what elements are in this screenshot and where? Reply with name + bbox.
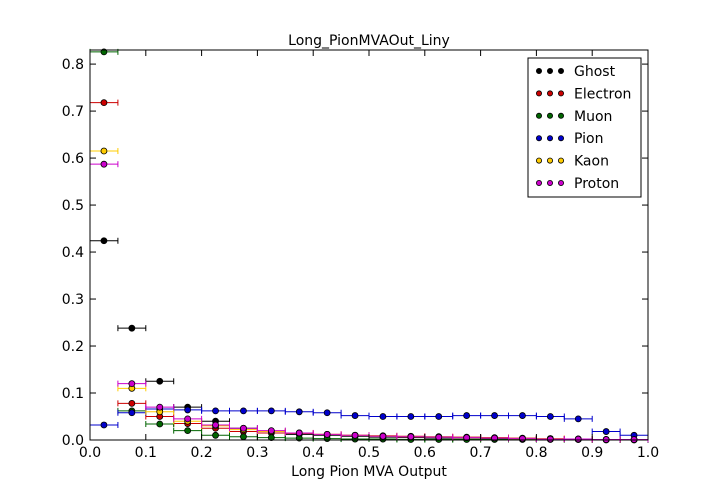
legend-marker <box>536 179 543 186</box>
data-point <box>100 160 108 168</box>
legend-marker <box>536 157 543 164</box>
x-tick-label: 0.3 <box>246 445 268 461</box>
x-tick-label: 0.9 <box>581 445 603 461</box>
legend-marker <box>536 112 543 119</box>
data-point <box>184 415 192 423</box>
data-point <box>519 412 526 419</box>
legend-box <box>527 57 642 198</box>
legend-marker <box>547 135 554 142</box>
legend-marker <box>536 68 543 75</box>
data-point <box>379 432 387 440</box>
legend-marker <box>558 157 565 164</box>
x-tick-label: 0.4 <box>302 445 324 461</box>
legend-marker <box>558 90 565 97</box>
series-pion <box>89 405 649 439</box>
legend-label: Ghost <box>574 64 616 80</box>
chart-title: Long_PionMVAOut_Liny <box>288 33 450 49</box>
legend-marker <box>547 112 554 119</box>
data-point <box>323 409 331 417</box>
data-point <box>295 429 303 437</box>
legend-marker <box>547 157 554 164</box>
data-point <box>128 380 136 388</box>
data-point <box>128 399 136 407</box>
data-point <box>240 433 247 441</box>
data-point <box>100 421 108 429</box>
data-point <box>351 431 359 439</box>
legend-marker <box>558 135 565 142</box>
data-point <box>128 324 136 332</box>
data-point <box>463 434 471 442</box>
y-tick-label: 0.5 <box>62 198 84 214</box>
data-point <box>351 412 359 419</box>
legend-marker <box>536 135 543 142</box>
legend-marker <box>547 68 554 75</box>
data-point <box>295 408 303 416</box>
data-point <box>156 420 164 428</box>
data-point <box>240 407 247 415</box>
legend-label: Muon <box>574 109 612 125</box>
data-point <box>212 431 219 439</box>
data-point <box>267 407 275 415</box>
y-tick-label: 0.6 <box>62 151 84 167</box>
data-point <box>100 99 108 107</box>
legend-marker <box>558 68 565 75</box>
x-tick-label: 0.8 <box>525 445 547 461</box>
legend-marker <box>536 90 543 97</box>
legend-label: Electron <box>574 86 631 102</box>
plot-area <box>89 48 649 444</box>
data-point <box>100 237 108 245</box>
y-tick-label: 0.0 <box>62 433 84 449</box>
data-point <box>100 147 108 155</box>
data-point <box>184 427 192 435</box>
data-point <box>574 415 582 423</box>
data-point <box>323 430 331 438</box>
data-point <box>546 413 554 420</box>
x-tick-label: 0.7 <box>469 445 491 461</box>
x-axis-label: Long Pion MVA Output <box>291 464 447 480</box>
data-point <box>602 428 610 435</box>
x-tick-label: 0.2 <box>190 445 212 461</box>
x-tick-label: 0.5 <box>358 445 380 461</box>
x-tick-label: 0.1 <box>135 445 157 461</box>
y-tick-label: 0.8 <box>62 57 84 73</box>
y-tick-label: 0.2 <box>62 339 84 355</box>
data-point <box>212 421 219 429</box>
legend: Ghost Electron Muon Pion Kaon Proton <box>527 57 642 198</box>
legend-label: Pion <box>574 131 603 147</box>
axis-ticks: 0.0 0.1 0.2 0.3 0.4 0.5 0.6 0.7 0.8 0.9 1.0 0.0 0.1 0… <box>62 50 659 461</box>
y-tick-label: 0.4 <box>62 245 84 261</box>
y-tick-label: 0.3 <box>62 292 84 308</box>
legend-label: Proton <box>574 176 619 192</box>
data-point <box>156 403 164 411</box>
data-point <box>435 413 443 420</box>
data-point <box>212 407 219 415</box>
x-tick-label: 0.0 <box>79 445 101 461</box>
data-point <box>546 435 554 443</box>
data-point <box>407 433 415 441</box>
legend-marker <box>558 179 565 186</box>
x-tick-label: 1.0 <box>637 445 659 461</box>
data-point <box>435 433 443 441</box>
x-tick-label: 0.6 <box>414 445 436 461</box>
data-point <box>407 413 415 420</box>
data-point <box>156 377 164 385</box>
data-point <box>128 409 136 417</box>
legend-marker <box>558 112 565 119</box>
data-point <box>184 406 192 414</box>
y-tick-label: 0.7 <box>62 104 84 120</box>
data-point <box>463 412 471 419</box>
series-proton <box>89 160 649 443</box>
data-point <box>574 435 582 443</box>
legend-marker <box>547 179 554 186</box>
data-point <box>491 412 498 419</box>
legend-label: Kaon <box>574 154 609 170</box>
data-point <box>519 435 526 442</box>
data-point <box>267 427 275 435</box>
data-point <box>240 424 247 432</box>
legend-marker <box>547 90 554 97</box>
y-tick-label: 0.1 <box>62 386 84 402</box>
data-point <box>379 413 387 420</box>
